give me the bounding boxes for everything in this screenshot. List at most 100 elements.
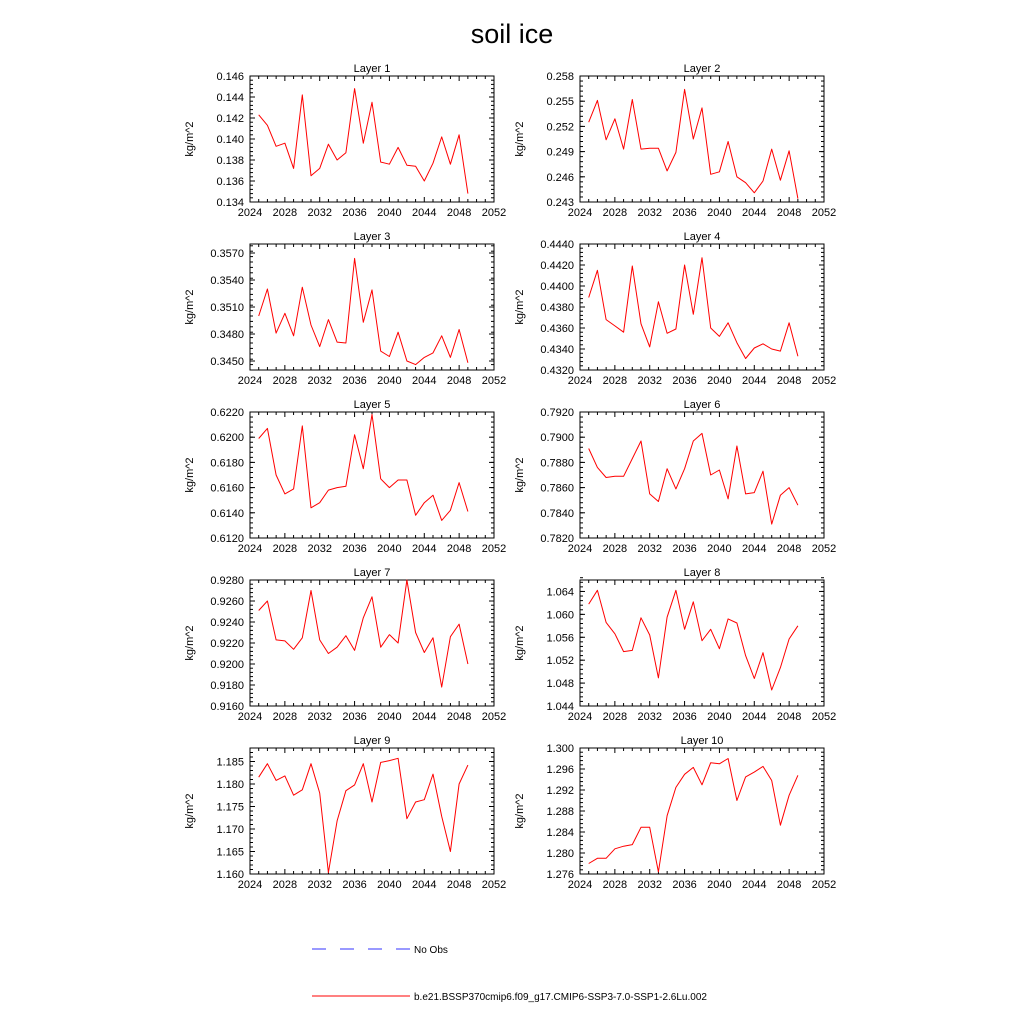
x-tick-label: 2052 — [482, 207, 506, 219]
y-tick-label: 0.6140 — [210, 508, 244, 520]
y-tick-label: 0.3510 — [210, 302, 244, 314]
x-tick-label: 2036 — [342, 879, 366, 891]
x-tick-label: 2044 — [412, 375, 436, 387]
x-tick-label: 2028 — [273, 543, 297, 555]
y-tick-label: 0.136 — [216, 176, 244, 188]
panel-title: Layer 4 — [684, 231, 721, 243]
y-tick-label: 1.292 — [546, 785, 574, 797]
x-tick-label: 2028 — [273, 711, 297, 723]
y-tick-label: 0.3480 — [210, 329, 244, 341]
x-tick-label: 2040 — [377, 207, 401, 219]
y-tick-label: 0.7840 — [540, 508, 574, 520]
y-tick-label: 0.3450 — [210, 356, 244, 368]
y-axis-label: kg/m^2 — [184, 457, 196, 492]
x-tick-label: 2052 — [812, 879, 836, 891]
y-tick-label: 1.175 — [216, 802, 244, 814]
y-tick-label: 1.048 — [546, 678, 574, 690]
x-tick-label: 2036 — [672, 543, 696, 555]
y-tick-label: 0.4400 — [540, 281, 574, 293]
x-tick-label: 2036 — [342, 207, 366, 219]
x-tick-label: 2032 — [307, 543, 331, 555]
legend-obs-label: No Obs — [414, 945, 448, 956]
x-tick-label: 2032 — [307, 711, 331, 723]
y-tick-label: 0.4420 — [540, 260, 574, 272]
y-tick-label: 0.7900 — [540, 432, 574, 444]
y-tick-label: 0.4440 — [540, 239, 574, 251]
y-tick-label: 0.9160 — [210, 701, 244, 713]
panel-title: Layer 1 — [354, 63, 391, 75]
y-tick-label: 1.180 — [216, 779, 244, 791]
y-tick-label: 1.056 — [546, 632, 574, 644]
y-axis-label: kg/m^2 — [514, 121, 526, 156]
x-tick-label: 2024 — [568, 543, 592, 555]
y-tick-label: 0.146 — [216, 71, 244, 83]
panel-layer-10: Layer 10 kg/m^2 2024 2028 2032 2036 2040 2044 20… — [514, 735, 836, 891]
x-tick-label: 2040 — [707, 711, 731, 723]
y-tick-label: 0.246 — [546, 172, 574, 184]
x-tick-label: 2024 — [568, 879, 592, 891]
x-tick-label: 2048 — [777, 711, 801, 723]
x-tick-label: 2044 — [742, 375, 766, 387]
y-tick-label: 0.138 — [216, 155, 244, 167]
y-tick-label: 1.060 — [546, 609, 574, 621]
panel-title: Layer 10 — [681, 735, 724, 747]
x-tick-label: 2024 — [238, 711, 262, 723]
y-tick-label: 1.300 — [546, 743, 574, 755]
panel-title: Layer 3 — [354, 231, 391, 243]
panel-layer-3: Layer 3 kg/m^2 2024 2028 2032 2036 2040 2044 204… — [184, 231, 506, 387]
x-tick-label: 2028 — [603, 375, 627, 387]
y-tick-label: 1.044 — [546, 701, 574, 713]
x-tick-label: 2040 — [377, 711, 401, 723]
x-tick-label: 2048 — [447, 879, 471, 891]
y-tick-label: 1.160 — [216, 869, 244, 881]
x-tick-label: 2048 — [777, 375, 801, 387]
x-tick-label: 2024 — [568, 207, 592, 219]
y-axis-label: kg/m^2 — [184, 289, 196, 324]
y-tick-label: 1.165 — [216, 847, 244, 859]
x-tick-label: 2036 — [342, 375, 366, 387]
x-tick-label: 2028 — [273, 879, 297, 891]
x-tick-label: 2040 — [377, 375, 401, 387]
panel-title: Layer 8 — [684, 567, 721, 579]
y-tick-label: 0.252 — [546, 121, 574, 133]
y-tick-label: 0.243 — [546, 197, 574, 209]
x-tick-label: 2040 — [707, 207, 731, 219]
x-tick-label: 2036 — [342, 543, 366, 555]
y-tick-label: 0.4360 — [540, 323, 574, 335]
series-line-layer-6 — [588, 432, 799, 525]
x-tick-label: 2028 — [603, 879, 627, 891]
legend-model-label: b.e21.BSSP370cmip6.f09_g17.CMIP6-SSP3-7.… — [414, 992, 707, 1003]
y-tick-label: 0.144 — [216, 92, 244, 104]
x-tick-label: 2028 — [273, 375, 297, 387]
x-tick-label: 2052 — [812, 711, 836, 723]
x-tick-label: 2040 — [707, 543, 731, 555]
y-tick-label: 0.4380 — [540, 302, 574, 314]
x-tick-label: 2024 — [238, 879, 262, 891]
x-tick-label: 2024 — [568, 711, 592, 723]
x-tick-label: 2044 — [742, 711, 766, 723]
x-tick-label: 2032 — [637, 879, 661, 891]
y-tick-label: 0.6220 — [210, 407, 244, 419]
x-tick-label: 2048 — [447, 543, 471, 555]
panel-layer-7: Layer 7 kg/m^2 2024 2028 2032 2036 2040 2044 204… — [184, 567, 506, 723]
x-tick-label: 2048 — [777, 879, 801, 891]
panel-layer-6: Layer 6 kg/m^2 2024 2028 2032 2036 2040 2044 204… — [514, 399, 836, 555]
x-tick-label: 2048 — [447, 711, 471, 723]
x-tick-label: 2028 — [603, 543, 627, 555]
y-tick-label: 0.4340 — [540, 344, 574, 356]
x-tick-label: 2052 — [812, 375, 836, 387]
x-tick-label: 2032 — [307, 207, 331, 219]
y-tick-label: 0.7880 — [540, 457, 574, 469]
y-tick-label: 1.052 — [546, 655, 574, 667]
x-tick-label: 2040 — [377, 543, 401, 555]
x-tick-label: 2024 — [238, 375, 262, 387]
x-tick-label: 2044 — [412, 543, 436, 555]
x-tick-label: 2036 — [672, 375, 696, 387]
panel-title: Layer 2 — [684, 63, 721, 75]
y-tick-label: 0.6120 — [210, 533, 244, 545]
x-tick-label: 2028 — [603, 207, 627, 219]
x-tick-label: 2024 — [238, 207, 262, 219]
y-tick-label: 0.6200 — [210, 432, 244, 444]
y-axis-label: kg/m^2 — [184, 793, 196, 828]
